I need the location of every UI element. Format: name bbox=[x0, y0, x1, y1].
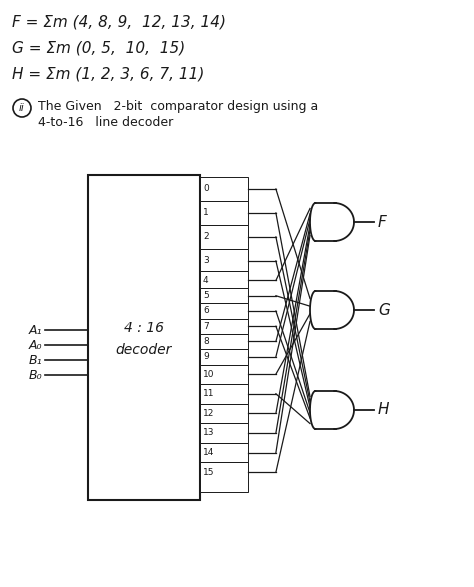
Text: G = Σm (0, 5,  10,  15): G = Σm (0, 5, 10, 15) bbox=[12, 41, 185, 56]
Bar bbox=[200, 225, 248, 249]
Text: A₁: A₁ bbox=[28, 323, 42, 336]
Text: 0: 0 bbox=[203, 184, 209, 194]
Text: A₀: A₀ bbox=[28, 339, 42, 352]
Text: 11: 11 bbox=[203, 389, 215, 398]
Text: H: H bbox=[378, 403, 390, 417]
Bar bbox=[200, 271, 248, 288]
Text: 14: 14 bbox=[203, 448, 214, 457]
Text: decoder: decoder bbox=[116, 342, 172, 356]
Bar bbox=[200, 349, 248, 366]
Text: 8: 8 bbox=[203, 337, 209, 346]
Bar bbox=[200, 319, 248, 334]
Text: B₀: B₀ bbox=[28, 369, 42, 382]
Text: B₁: B₁ bbox=[28, 353, 42, 366]
Text: 7: 7 bbox=[203, 322, 209, 330]
Text: 6: 6 bbox=[203, 306, 209, 315]
Bar bbox=[200, 334, 248, 349]
Text: H = Σm (1, 2, 3, 6, 7, 11): H = Σm (1, 2, 3, 6, 7, 11) bbox=[12, 66, 204, 82]
Text: 4: 4 bbox=[203, 276, 209, 285]
Bar bbox=[88, 175, 200, 500]
Text: 4 : 16: 4 : 16 bbox=[124, 321, 164, 335]
Bar bbox=[200, 404, 248, 423]
Text: 9: 9 bbox=[203, 352, 209, 361]
Text: F = Σm (4, 8, 9,  12, 13, 14): F = Σm (4, 8, 9, 12, 13, 14) bbox=[12, 15, 226, 29]
Bar bbox=[200, 303, 248, 319]
Bar bbox=[200, 423, 248, 443]
Text: F: F bbox=[378, 214, 387, 230]
Bar bbox=[200, 288, 248, 303]
Text: ii: ii bbox=[19, 103, 25, 113]
Text: 13: 13 bbox=[203, 429, 215, 437]
Bar bbox=[200, 384, 248, 404]
Bar bbox=[200, 177, 248, 201]
Bar bbox=[200, 366, 248, 384]
Text: 1: 1 bbox=[203, 208, 209, 217]
Text: 15: 15 bbox=[203, 468, 215, 477]
Text: G: G bbox=[378, 302, 390, 318]
Bar bbox=[200, 463, 248, 492]
Text: 5: 5 bbox=[203, 291, 209, 300]
Text: 12: 12 bbox=[203, 409, 214, 418]
Text: The Given   2-bit  comparator design using a: The Given 2-bit comparator design using … bbox=[38, 100, 318, 113]
Bar bbox=[200, 249, 248, 271]
Bar bbox=[200, 443, 248, 463]
Text: 3: 3 bbox=[203, 257, 209, 265]
Text: 2: 2 bbox=[203, 232, 209, 241]
Text: 10: 10 bbox=[203, 370, 215, 379]
Text: 4-to-16   line decoder: 4-to-16 line decoder bbox=[38, 116, 173, 129]
Bar bbox=[200, 201, 248, 225]
